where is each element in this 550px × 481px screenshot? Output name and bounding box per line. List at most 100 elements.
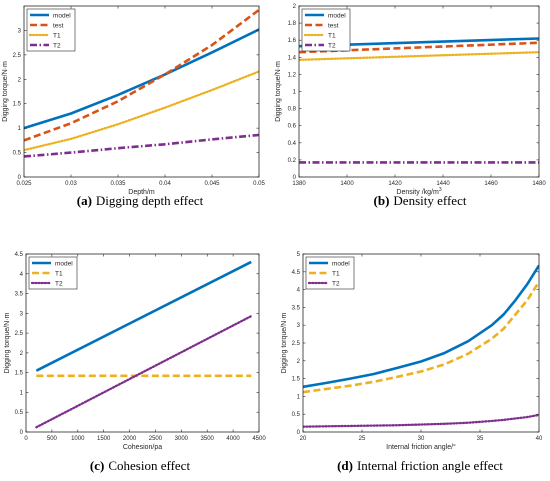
x-axis-label: Density /kg/m3 (396, 187, 441, 196)
panel-caption: (b) Density effect (374, 193, 467, 208)
x-tick-label: 2000 (123, 436, 137, 442)
x-tick-label: 3500 (201, 436, 215, 442)
y-tick-label: 0.5 (292, 412, 301, 418)
series-line-model (35, 260, 252, 372)
x-tick-label: 30 (418, 436, 425, 442)
y-tick-label: 1.6 (288, 38, 297, 44)
caption-letter: (a) (77, 193, 92, 208)
x-axis-label: Cohesion/pa (123, 444, 162, 451)
caption-text: Density effect (393, 193, 466, 208)
y-tick-label: 0.5 (13, 151, 22, 157)
y-tick-label: 3 (18, 28, 22, 34)
caption-letter: (b) (374, 193, 390, 208)
y-tick-label: 4 (20, 272, 24, 278)
x-axis-label: Internal friction angle/° (386, 443, 456, 451)
legend-label-test: test (328, 22, 339, 29)
x-tick-label: 0.04 (159, 181, 171, 187)
y-tick-label: 0 (20, 430, 24, 436)
y-tick-label: 1 (293, 90, 297, 96)
y-tick-label: 3 (20, 311, 24, 317)
x-tick-label: 0 (24, 436, 28, 442)
y-axis-label: Digging torque/N·m (275, 61, 282, 122)
y-axis-label: Digging torque/N·m (2, 61, 9, 122)
x-tick-label: 0.035 (110, 181, 126, 187)
y-axis-label: Digging torque/N·m (281, 312, 288, 373)
legend-label-model: model (328, 12, 346, 19)
axes-frame (25, 253, 260, 433)
chart-panel-3: 0 500 1000 1500 2000 2500 3000 3500 4000 4500 0 0.5… (4, 252, 266, 473)
y-tick-label: 2 (20, 351, 24, 357)
panel-caption: (d) Internal friction angle effect (337, 458, 503, 473)
y-tick-label: 0.8 (288, 107, 297, 113)
x-tick-label: 1000 (71, 436, 85, 442)
legend-label-test: test (53, 22, 64, 29)
x-tick-label: 2500 (149, 436, 163, 442)
y-tick-label: 4.5 (292, 270, 301, 276)
legend-label-T2: T2 (55, 280, 63, 287)
y-tick-label: 2.5 (13, 53, 22, 59)
caption-letter: (d) (337, 458, 353, 473)
x-axis-label: Depth/m (128, 189, 155, 196)
x-tick-label: 4000 (226, 436, 240, 442)
x-tick-label: 1500 (97, 436, 111, 442)
series-line-model (303, 264, 539, 389)
x-tick-label: 20 (300, 436, 307, 442)
y-tick-label: 1.5 (292, 377, 301, 383)
y-tick-label: 5 (297, 252, 301, 258)
legend-label-model: model (332, 260, 350, 267)
y-tick-label: 2 (293, 4, 297, 10)
series-line-T2 (35, 314, 253, 429)
series-line-T1 (303, 281, 539, 394)
y-tick-label: 1.8 (288, 21, 297, 27)
y-tick-label: 1 (297, 394, 301, 400)
caption-text: Digging depth effect (96, 193, 204, 208)
panel-caption: (c) Cohesion effect (90, 458, 191, 473)
x-tick-label: 25 (359, 436, 366, 442)
x-tick-label: 3000 (175, 436, 189, 442)
series-line-T1 (299, 51, 539, 62)
y-tick-label: 0 (18, 175, 22, 181)
y-tick-label: 3.5 (15, 292, 24, 298)
x-tick-label: 1420 (388, 181, 402, 187)
legend-label-model: model (55, 260, 73, 267)
x-tick-label: 0.045 (204, 181, 220, 187)
y-tick-label: 2.5 (15, 331, 24, 337)
y-tick-label: 2.5 (292, 341, 301, 347)
x-tick-label: 1440 (436, 181, 450, 187)
y-tick-label: 1 (18, 126, 22, 132)
y-tick-label: 2 (297, 359, 301, 365)
axes-frame (23, 5, 260, 178)
y-tick-label: 2 (18, 77, 22, 83)
x-tick-label: 0.03 (65, 181, 77, 187)
chart-panel-1: 0.025 0.03 0.035 0.04 0.045 0.05 0 0.5 1 1.5 2 2.5 3… (2, 5, 265, 208)
x-tick-label: 500 (47, 436, 58, 442)
y-tick-label: 0.2 (288, 158, 297, 164)
x-tick-label: 0.05 (253, 181, 265, 187)
chart-panel-4: 20 25 30 35 40 0 0.5 1 1.5 2 2.5 3 3.5 4 4.5 5 Internal … (281, 252, 543, 473)
legend-label-T2: T2 (53, 42, 61, 49)
y-tick-label: 4 (297, 288, 301, 294)
y-tick-label: 0.5 (15, 410, 24, 416)
y-tick-label: 0.6 (288, 124, 297, 130)
y-tick-label: 0 (297, 430, 301, 436)
series-line-T2 (24, 133, 259, 158)
y-tick-label: 3.5 (292, 305, 301, 311)
legend-label-T1: T1 (328, 32, 336, 39)
x-axis-label-text: Cohesion/pa (123, 444, 162, 451)
legend-label-T2: T2 (328, 42, 336, 49)
x-tick-label: 35 (477, 436, 484, 442)
panel-caption: (a) Digging depth effect (77, 193, 204, 208)
y-tick-label: 0 (293, 175, 297, 181)
legend-label-model: model (53, 12, 71, 19)
x-tick-label: 0.025 (16, 181, 32, 187)
x-tick-label: 1380 (292, 181, 306, 187)
series-line-T1 (24, 70, 259, 152)
chart-panel-2: 1380 1400 1420 1440 1460 1480 0 0.2 0.4 0.6 0.8 1 1.… (275, 4, 546, 208)
y-tick-label: 1.5 (13, 102, 22, 108)
x-tick-label: 40 (536, 436, 543, 442)
x-axis-label-text: Internal friction angle/° (386, 443, 456, 451)
x-axis-label-superscript: 3 (439, 187, 442, 193)
y-tick-label: 1.2 (288, 72, 297, 78)
x-tick-label: 4500 (252, 436, 266, 442)
